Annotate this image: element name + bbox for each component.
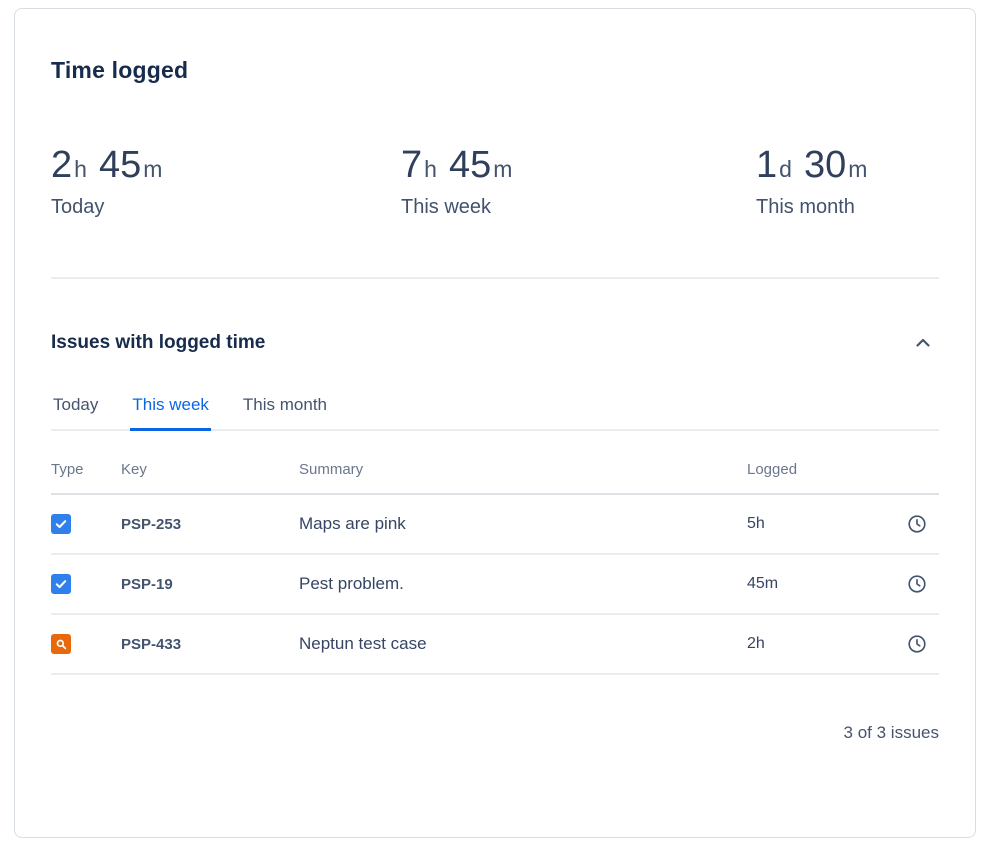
- stat-number: 1: [756, 144, 778, 186]
- issues-table: Type Key Summary Logged PSP-253 Maps are…: [51, 461, 939, 675]
- stat-unit: d: [779, 156, 792, 182]
- stat-unit: h: [74, 156, 87, 182]
- issue-logged: 2h: [747, 635, 765, 652]
- stat-label: Today: [51, 196, 105, 218]
- table-row: PSP-19 Pest problem. 45m: [51, 555, 939, 615]
- section-divider: [51, 277, 939, 279]
- time-logged-card: Time logged 2h 45m Today 7h 45m This week …: [14, 8, 976, 838]
- stat-value: 1d 30m: [756, 146, 867, 184]
- stat-number: 45: [98, 144, 142, 186]
- stat-unit: m: [848, 156, 868, 182]
- stat-unit: h: [424, 156, 437, 182]
- table-row: PSP-433 Neptun test case 2h: [51, 615, 939, 675]
- task-checkmark-icon: [51, 574, 71, 594]
- stat-number: 2: [51, 144, 73, 186]
- clock-icon: [908, 575, 926, 593]
- table-row: PSP-253 Maps are pink 5h: [51, 495, 939, 555]
- log-time-button[interactable]: [895, 573, 939, 595]
- stat-label: This week: [401, 196, 492, 218]
- issues-section-header: Issues with logged time: [51, 327, 939, 359]
- issue-summary: Pest problem.: [299, 574, 404, 593]
- stat-number: 45: [448, 144, 492, 186]
- stat-value: 2h 45m: [51, 146, 401, 184]
- log-time-button[interactable]: [895, 513, 939, 535]
- stat-value: 7h 45m: [401, 146, 756, 184]
- log-time-button[interactable]: [895, 633, 939, 655]
- stat-unit: m: [493, 156, 513, 182]
- issue-summary: Neptun test case: [299, 634, 427, 653]
- stat-label: This month: [756, 196, 855, 218]
- column-header-summary: Summary: [299, 461, 364, 478]
- issues-section-title: Issues with logged time: [51, 332, 266, 353]
- column-header-type: Type: [51, 461, 84, 478]
- stat-number: 30: [803, 144, 847, 186]
- column-header-logged: Logged: [747, 461, 798, 478]
- clock-icon: [908, 635, 926, 653]
- issues-count-footer: 3 of 3 issues: [843, 723, 939, 742]
- test-magnifier-icon: [51, 634, 71, 654]
- stat-this-month: 1d 30m This month: [756, 146, 867, 219]
- card-title: Time logged: [51, 57, 189, 83]
- issue-key[interactable]: PSP-19: [121, 575, 173, 593]
- stat-unit: m: [143, 156, 163, 182]
- collapse-section-button[interactable]: [907, 327, 939, 359]
- stat-number: 7: [401, 144, 423, 186]
- tab-this-week[interactable]: This week: [130, 395, 211, 431]
- task-checkmark-icon: [51, 514, 71, 534]
- clock-icon: [908, 515, 926, 533]
- issue-key[interactable]: PSP-433: [121, 635, 182, 653]
- chevron-up-icon: [916, 338, 930, 347]
- column-header-key: Key: [121, 461, 147, 478]
- issue-summary: Maps are pink: [299, 514, 406, 533]
- tab-this-month[interactable]: This month: [242, 395, 327, 414]
- table-header-row: Type Key Summary Logged: [51, 461, 939, 495]
- issue-logged: 45m: [747, 575, 779, 592]
- issue-key[interactable]: PSP-253: [121, 515, 182, 533]
- stat-today: 2h 45m Today: [51, 146, 401, 219]
- issues-tabs: Today This week This month: [51, 395, 939, 431]
- tab-today[interactable]: Today: [53, 395, 99, 414]
- stats-row: 2h 45m Today 7h 45m This week 1d 30m This m…: [51, 146, 939, 219]
- stat-this-week: 7h 45m This week: [401, 146, 756, 219]
- issue-logged: 5h: [747, 515, 765, 532]
